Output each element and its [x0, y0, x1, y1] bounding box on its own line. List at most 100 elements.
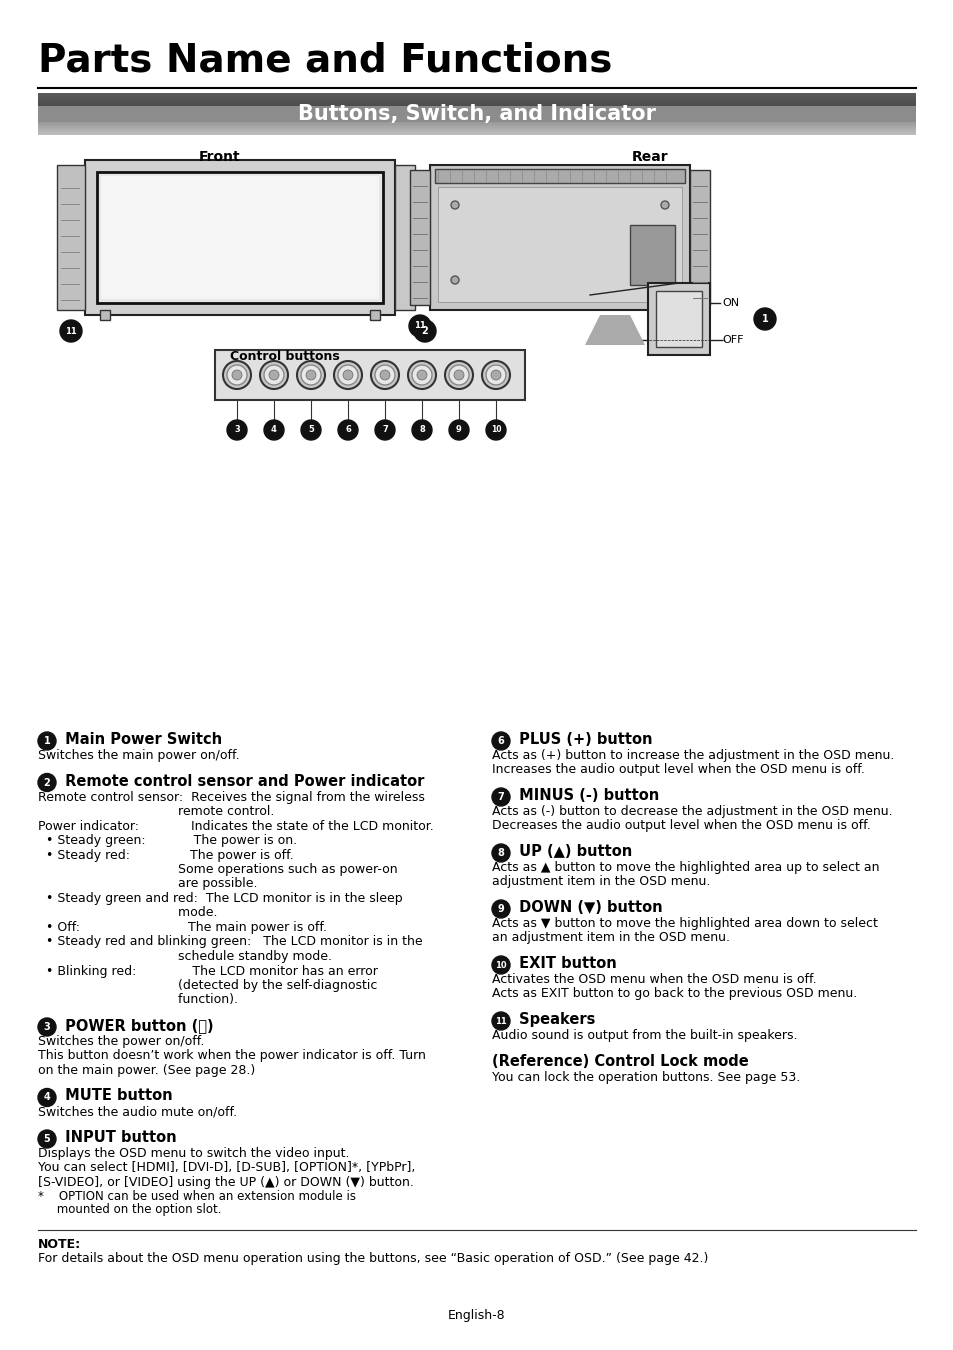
Circle shape	[232, 370, 242, 379]
Circle shape	[414, 320, 436, 342]
Circle shape	[485, 420, 505, 440]
Circle shape	[660, 201, 668, 209]
Text: Acts as EXIT button to go back to the previous OSD menu.: Acts as EXIT button to go back to the pr…	[492, 987, 857, 1000]
Bar	[57, 165, 85, 310]
Text: *    OPTION can be used when an extension module is: * OPTION can be used when an extension m…	[38, 1191, 355, 1203]
Text: • Off:                           The main power is off.: • Off: The main power is off.	[38, 921, 327, 934]
Text: Speakers: Speakers	[514, 1012, 595, 1027]
Circle shape	[38, 774, 56, 791]
Circle shape	[296, 360, 325, 389]
Circle shape	[491, 370, 500, 379]
Text: Activates the OSD menu when the OSD menu is off.: Activates the OSD menu when the OSD menu…	[492, 973, 816, 985]
Text: Switches the power on/off.: Switches the power on/off.	[38, 1035, 204, 1048]
Text: Displays the OSD menu to switch the video input.: Displays the OSD menu to switch the vide…	[38, 1148, 349, 1160]
Circle shape	[301, 420, 320, 440]
Text: You can lock the operation buttons. See page 53.: You can lock the operation buttons. See …	[492, 1071, 800, 1084]
Text: Acts as ▲ button to move the highlighted area up to select an: Acts as ▲ button to move the highlighted…	[492, 861, 879, 873]
Text: 2: 2	[421, 325, 428, 336]
Polygon shape	[584, 315, 644, 346]
Text: 1: 1	[760, 315, 767, 324]
Circle shape	[449, 420, 469, 440]
Text: 8: 8	[418, 425, 424, 435]
Text: Rear: Rear	[631, 150, 668, 163]
Text: function).: function).	[38, 994, 237, 1007]
Circle shape	[485, 364, 505, 385]
Text: on the main power. (See page 28.): on the main power. (See page 28.)	[38, 1064, 255, 1077]
Text: remote control.: remote control.	[38, 805, 274, 818]
Text: 7: 7	[497, 792, 504, 802]
Text: 5: 5	[308, 425, 314, 435]
Text: adjustment item in the OSD menu.: adjustment item in the OSD menu.	[492, 876, 710, 888]
Circle shape	[444, 360, 473, 389]
Text: • Steady green and red:  The LCD monitor is in the sleep: • Steady green and red: The LCD monitor …	[38, 892, 402, 904]
Bar	[97, 171, 382, 302]
Text: Buttons, Switch, and Indicator: Buttons, Switch, and Indicator	[297, 104, 656, 124]
Text: OFF: OFF	[721, 335, 742, 346]
Circle shape	[492, 956, 510, 973]
Text: 11: 11	[414, 321, 425, 331]
Text: • Steady red and blinking green:   The LCD monitor is in the: • Steady red and blinking green: The LCD…	[38, 936, 422, 949]
Text: Decreases the audio output level when the OSD menu is off.: Decreases the audio output level when th…	[492, 819, 870, 833]
Circle shape	[260, 360, 288, 389]
Circle shape	[412, 420, 432, 440]
Bar	[395, 165, 415, 310]
Text: EXIT button: EXIT button	[514, 956, 616, 971]
Text: PLUS (+) button: PLUS (+) button	[514, 732, 652, 747]
Circle shape	[371, 360, 398, 389]
Circle shape	[492, 844, 510, 863]
Text: Switches the main power on/off.: Switches the main power on/off.	[38, 749, 239, 761]
Circle shape	[306, 370, 315, 379]
Circle shape	[454, 370, 463, 379]
Bar	[689, 170, 709, 305]
Circle shape	[660, 275, 668, 284]
Circle shape	[227, 364, 247, 385]
Text: 4: 4	[271, 425, 276, 435]
Circle shape	[337, 364, 357, 385]
Text: 6: 6	[345, 425, 351, 435]
Bar	[85, 161, 395, 315]
Circle shape	[269, 370, 278, 379]
Circle shape	[38, 1018, 56, 1035]
Text: 1: 1	[44, 736, 51, 747]
Circle shape	[379, 370, 390, 379]
Circle shape	[227, 420, 247, 440]
Text: • Blinking red:              The LCD monitor has an error: • Blinking red: The LCD monitor has an e…	[38, 964, 377, 977]
Text: Acts as (+) button to increase the adjustment in the OSD menu.: Acts as (+) button to increase the adjus…	[492, 749, 894, 761]
Circle shape	[223, 360, 251, 389]
Bar	[101, 176, 378, 298]
Text: 7: 7	[382, 425, 388, 435]
Circle shape	[449, 364, 469, 385]
Text: mounted on the option slot.: mounted on the option slot.	[38, 1203, 221, 1216]
Text: 11: 11	[65, 327, 77, 336]
Circle shape	[375, 364, 395, 385]
Bar	[214, 350, 524, 400]
Text: INPUT button: INPUT button	[60, 1130, 176, 1145]
Text: English-8: English-8	[448, 1310, 505, 1322]
Bar	[435, 169, 684, 184]
Text: Increases the audio output level when the OSD menu is off.: Increases the audio output level when th…	[492, 764, 864, 776]
Circle shape	[343, 370, 353, 379]
Text: Acts as ▼ button to move the highlighted area down to select: Acts as ▼ button to move the highlighted…	[492, 917, 877, 930]
Text: Switches the audio mute on/off.: Switches the audio mute on/off.	[38, 1106, 237, 1119]
Bar	[430, 165, 689, 310]
Circle shape	[492, 732, 510, 751]
Circle shape	[38, 1130, 56, 1148]
Circle shape	[337, 420, 357, 440]
Bar	[629, 225, 675, 285]
Text: 10: 10	[490, 425, 500, 435]
Text: 10: 10	[495, 960, 506, 969]
Text: For details about the OSD menu operation using the buttons, see “Basic operation: For details about the OSD menu operation…	[38, 1251, 708, 1265]
Bar	[437, 188, 681, 302]
Text: Control buttons: Control buttons	[230, 350, 339, 363]
Circle shape	[451, 201, 458, 209]
Text: mode.: mode.	[38, 906, 217, 919]
Text: MINUS (-) button: MINUS (-) button	[514, 788, 659, 803]
Text: 6: 6	[497, 736, 504, 747]
Text: 11: 11	[495, 1017, 506, 1026]
Text: ON: ON	[721, 298, 739, 308]
Bar	[656, 292, 701, 347]
Text: You can select [HDMI], [DVI-D], [D-SUB], [OPTION]*, [YPbPr],: You can select [HDMI], [DVI-D], [D-SUB],…	[38, 1161, 415, 1174]
Text: DOWN (▼) button: DOWN (▼) button	[514, 900, 662, 915]
Circle shape	[451, 275, 458, 284]
Text: Audio sound is output from the built-in speakers.: Audio sound is output from the built-in …	[492, 1029, 797, 1042]
